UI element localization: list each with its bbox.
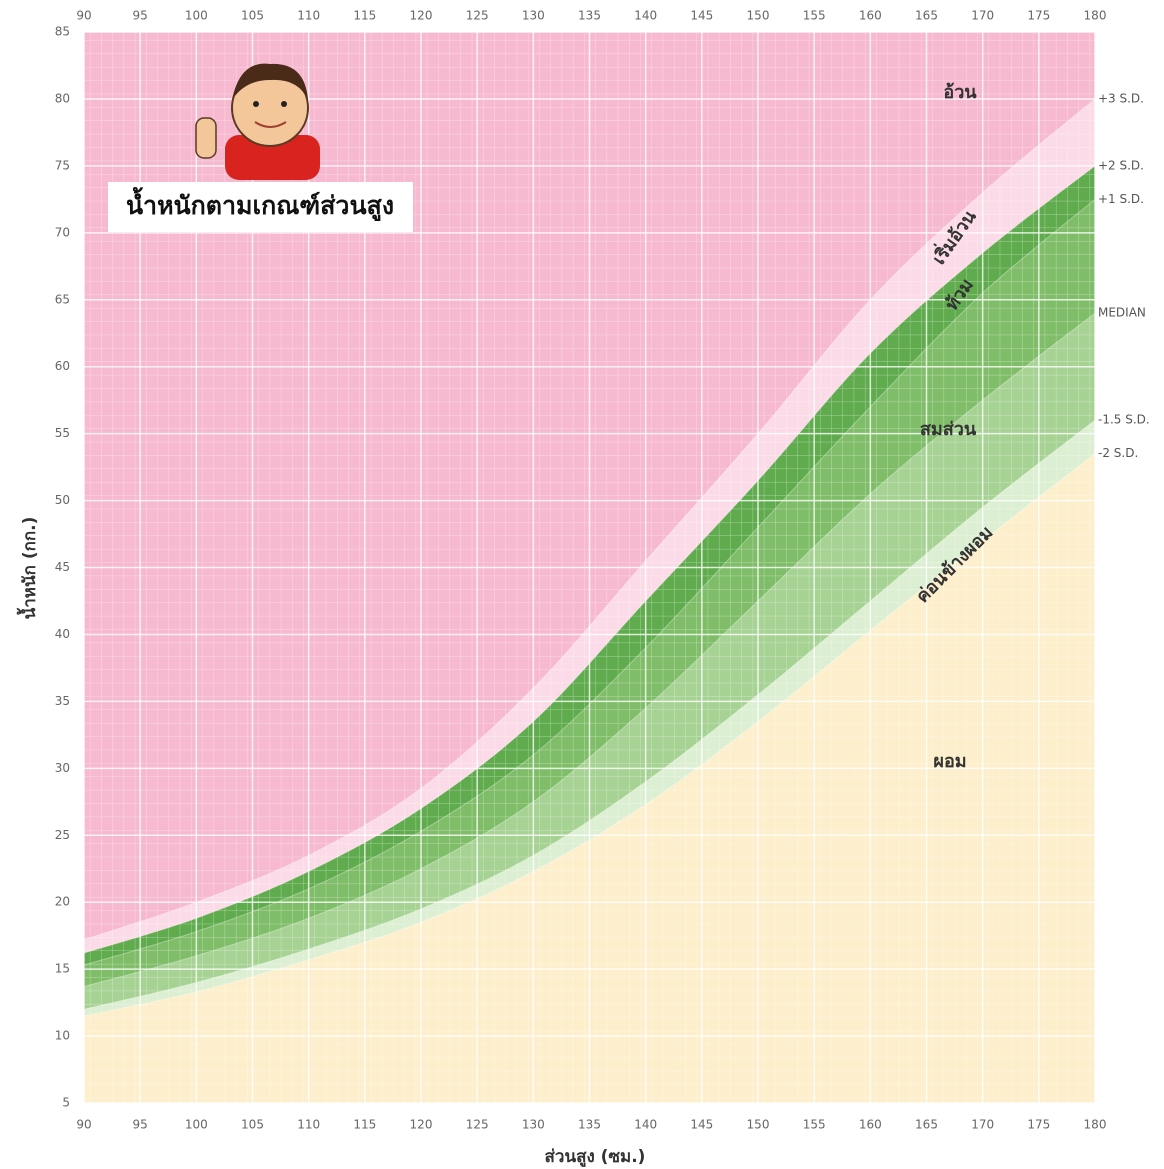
x-tick-label-top: 105 [241, 9, 264, 23]
y-tick-label: 75 [55, 158, 70, 172]
x-tick-label-top: 110 [297, 9, 320, 23]
x-tick-label: 150 [747, 1118, 770, 1132]
legend-label: MEDIAN [1098, 306, 1146, 320]
y-tick-label: 15 [55, 962, 70, 976]
y-tick-label: 30 [55, 761, 70, 775]
zone-label: อ้วน [943, 82, 977, 103]
x-axis-label: ส่วนสูง (ซม.) [545, 1147, 646, 1168]
legend-label: -1.5 S.D. [1098, 413, 1150, 427]
x-tick-label: 180 [1084, 1118, 1107, 1132]
x-tick-label-top: 145 [690, 9, 713, 23]
y-tick-label: 5 [62, 1096, 70, 1110]
y-tick-label: 80 [55, 91, 70, 105]
x-tick-label-top: 120 [410, 9, 433, 23]
x-tick-label: 115 [353, 1118, 376, 1132]
y-tick-label: 65 [55, 292, 70, 306]
x-tick-label: 155 [803, 1118, 826, 1132]
zone-label: สมส่วน [920, 419, 977, 440]
x-tick-label: 110 [297, 1118, 320, 1132]
x-tick-label-top: 175 [1027, 9, 1050, 23]
chart-title: น้ำหนักตามเกณฑ์ส่วนสูง [126, 186, 394, 222]
x-tick-label: 130 [522, 1118, 545, 1132]
x-tick-label-top: 135 [578, 9, 601, 23]
y-tick-label: 45 [55, 560, 70, 574]
x-tick-label: 105 [241, 1118, 264, 1132]
x-tick-label-top: 180 [1084, 9, 1107, 23]
y-tick-label: 20 [55, 895, 70, 909]
x-tick-label: 175 [1027, 1118, 1050, 1132]
x-tick-label-top: 150 [747, 9, 770, 23]
x-tick-label: 125 [466, 1118, 489, 1132]
x-tick-label: 170 [971, 1118, 994, 1132]
x-tick-label-top: 155 [803, 9, 826, 23]
x-tick-label-top: 130 [522, 9, 545, 23]
legend-label: +2 S.D. [1098, 158, 1144, 172]
x-tick-label: 95 [133, 1118, 148, 1132]
x-tick-label-top: 125 [466, 9, 489, 23]
x-tick-label-top: 95 [133, 9, 148, 23]
zone-label: ผอม [933, 751, 966, 772]
x-tick-label-top: 115 [353, 9, 376, 23]
x-tick-label: 90 [76, 1118, 91, 1132]
x-tick-label: 135 [578, 1118, 601, 1132]
x-tick-label-top: 170 [971, 9, 994, 23]
x-tick-label-top: 100 [185, 9, 208, 23]
chart: ส่วนสูง (ซม.) น้ำหนัก (กก.) +3 S.D. +2 S.… [0, 0, 1164, 1169]
y-tick-label: 85 [55, 25, 70, 39]
x-tick-label: 100 [185, 1118, 208, 1132]
y-axis-label: น้ำหนัก (กก.) [16, 517, 40, 620]
y-tick-label: 10 [55, 1029, 70, 1043]
x-tick-label-top: 165 [915, 9, 938, 23]
y-tick-label: 40 [55, 627, 70, 641]
y-tick-label: 50 [55, 493, 70, 507]
y-tick-label: 55 [55, 426, 70, 440]
legend-label: +3 S.D. [1098, 91, 1144, 105]
x-tick-label-top: 140 [634, 9, 657, 23]
legend-label: +1 S.D. [1098, 192, 1144, 206]
x-tick-label-top: 90 [76, 9, 91, 23]
y-tick-label: 60 [55, 359, 70, 373]
y-tick-label: 25 [55, 828, 70, 842]
x-tick-label: 140 [634, 1118, 657, 1132]
x-tick-label: 165 [915, 1118, 938, 1132]
x-tick-label: 145 [690, 1118, 713, 1132]
legend-label: -2 S.D. [1098, 446, 1138, 460]
y-tick-label: 70 [55, 225, 70, 239]
x-tick-label: 160 [859, 1118, 882, 1132]
x-tick-label: 120 [410, 1118, 433, 1132]
y-tick-label: 35 [55, 694, 70, 708]
x-tick-label-top: 160 [859, 9, 882, 23]
